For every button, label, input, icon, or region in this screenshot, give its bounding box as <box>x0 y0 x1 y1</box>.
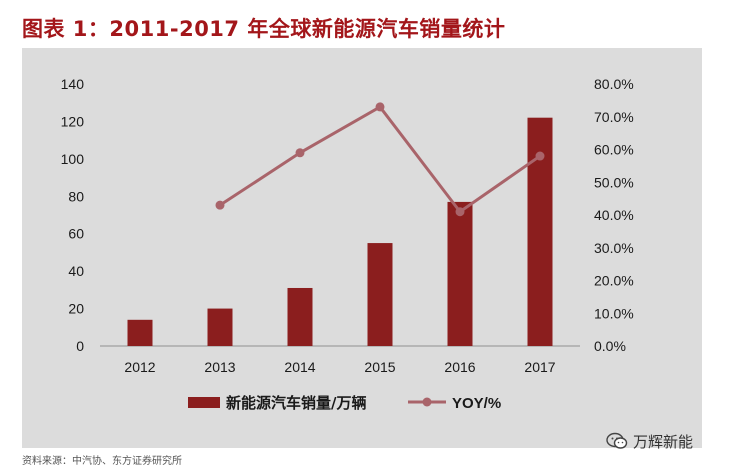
left-tick-label: 80 <box>68 188 84 204</box>
bar <box>287 287 313 346</box>
line-series <box>215 102 545 217</box>
right-tick-label: 80.0% <box>594 76 634 92</box>
legend-line-label: YOY/% <box>452 395 501 412</box>
left-tick-label: 40 <box>68 263 84 279</box>
left-tick-label: 0 <box>76 338 84 354</box>
left-tick-label: 140 <box>61 76 85 92</box>
yoy-point <box>375 102 385 112</box>
yoy-point <box>295 148 305 158</box>
right-tick-label: 60.0% <box>594 142 634 158</box>
brand-watermark: 万辉新能 <box>606 430 693 452</box>
yoy-line <box>219 104 541 214</box>
brand-name: 万辉新能 <box>633 432 694 451</box>
right-tick-label: 0.0% <box>594 338 626 354</box>
x-tick-label: 2016 <box>444 359 475 375</box>
left-tick-label: 60 <box>68 226 84 242</box>
bar <box>207 308 233 346</box>
yoy-point <box>535 151 545 161</box>
title-divider <box>22 44 702 48</box>
chart-panel <box>22 48 702 448</box>
right-tick-label: 70.0% <box>594 109 634 125</box>
left-axis: 0 20 40 60 80 100 120 140 <box>61 76 85 354</box>
yoy-point <box>215 200 225 210</box>
yoy-point <box>455 207 465 217</box>
chart-title: 图表 1：2011-2017 年全球新能源汽车销量统计 <box>22 17 506 41</box>
right-tick-label: 30.0% <box>594 240 634 256</box>
wechat-icon <box>606 432 628 449</box>
right-tick-label: 50.0% <box>594 174 634 190</box>
left-tick-label: 120 <box>61 113 85 129</box>
left-tick-label: 100 <box>61 151 85 167</box>
x-tick-label: 2017 <box>524 359 555 375</box>
bar <box>447 201 473 346</box>
x-tick-label: 2015 <box>364 359 395 375</box>
right-tick-label: 10.0% <box>594 305 634 321</box>
legend-bar-label: 新能源汽车销量/万辆 <box>226 394 366 412</box>
bar <box>367 243 393 346</box>
x-tick-label: 2013 <box>204 359 235 375</box>
x-axis: 2012 2013 2014 2015 2016 2017 <box>124 359 555 375</box>
right-tick-label: 20.0% <box>594 273 634 289</box>
legend: 新能源汽车销量/万辆 YOY/% <box>188 394 501 412</box>
bar <box>127 319 153 346</box>
legend-bar-swatch <box>188 397 220 408</box>
source-note: 资料来源：中汽协、东方证券研究所 <box>22 456 182 467</box>
right-tick-label: 40.0% <box>594 207 634 223</box>
right-axis: 0.0% 10.0% 20.0% 30.0% 40.0% 50.0% 60.0% 70.0% 8… <box>594 76 634 354</box>
x-tick-label: 2014 <box>284 359 315 375</box>
x-tick-label: 2012 <box>124 359 155 375</box>
left-tick-label: 20 <box>68 301 84 317</box>
legend-line-marker <box>422 397 432 407</box>
bar-series <box>127 117 553 346</box>
